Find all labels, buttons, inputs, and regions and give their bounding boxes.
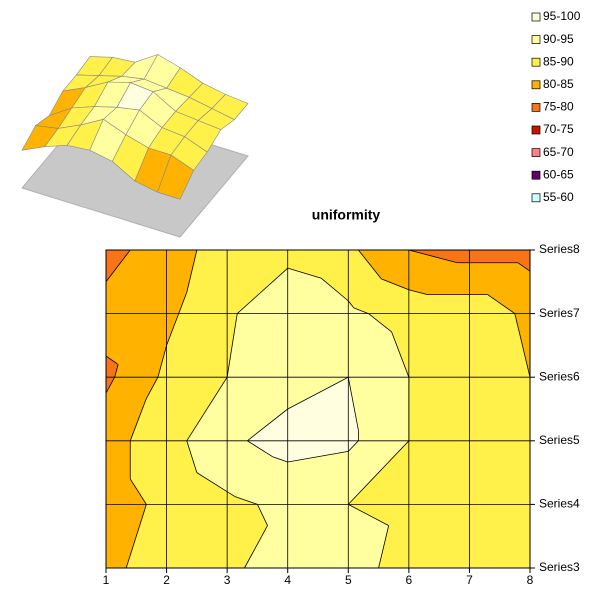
contour-line bbox=[378, 525, 390, 569]
x-tick-label: 4 bbox=[284, 573, 291, 587]
legend-swatch bbox=[531, 35, 541, 44]
contour-line bbox=[186, 376, 228, 442]
contour-line bbox=[368, 313, 392, 333]
contour-line bbox=[186, 249, 198, 293]
contour-line bbox=[348, 504, 389, 526]
legend-label: 80-85 bbox=[543, 77, 574, 91]
contour-line bbox=[114, 364, 119, 378]
contour-line bbox=[347, 440, 410, 505]
contour-line bbox=[287, 453, 337, 463]
contour-plot: 1 2 3 4 5 6 7 8 Series3 Series4 Series5 Series6 Seri… bbox=[103, 242, 580, 587]
legend-swatch bbox=[531, 125, 541, 135]
legend-label: 65-70 bbox=[543, 145, 574, 159]
contour-line bbox=[105, 377, 116, 394]
x-tick-label: 1 bbox=[103, 573, 110, 587]
contour-line bbox=[234, 496, 258, 505]
contour-line bbox=[236, 267, 288, 314]
contour-line bbox=[347, 440, 359, 452]
contour-line bbox=[408, 289, 428, 295]
x-tick-label: 3 bbox=[224, 573, 231, 587]
legend-swatch bbox=[531, 148, 541, 157]
contour-line bbox=[272, 456, 288, 463]
legend-label: 60-65 bbox=[543, 167, 574, 181]
x-tick-label: 7 bbox=[466, 573, 473, 587]
contour-line bbox=[257, 504, 268, 526]
series-label: Series6 bbox=[539, 369, 580, 383]
x-tick-label: 5 bbox=[345, 573, 352, 587]
contour-line bbox=[186, 440, 198, 473]
x-tick-label: 6 bbox=[406, 573, 413, 587]
contour-line bbox=[517, 326, 531, 378]
series-label: Series3 bbox=[539, 560, 580, 574]
plot-border bbox=[105, 249, 531, 569]
surface-3d bbox=[21, 53, 249, 200]
contour-line bbox=[226, 491, 235, 497]
surface-cell bbox=[157, 154, 194, 200]
legend-swatch bbox=[531, 103, 541, 112]
contour-line bbox=[244, 525, 268, 569]
contour-line bbox=[166, 313, 180, 346]
contour-line bbox=[247, 408, 288, 442]
contour-line bbox=[226, 313, 238, 378]
contour-line bbox=[358, 249, 382, 280]
contour-line bbox=[381, 278, 410, 291]
contour-line bbox=[178, 292, 188, 314]
contour-line bbox=[487, 294, 516, 314]
contour-line bbox=[408, 249, 458, 264]
contour-line bbox=[514, 313, 519, 327]
legend-label: 85-90 bbox=[543, 54, 574, 68]
contour-line bbox=[146, 377, 159, 399]
contour-line bbox=[125, 536, 137, 569]
contour-line bbox=[105, 355, 119, 365]
legend: 95-100 90-95 85-90 80-85 75-80 70-75 65-70 60-6… bbox=[531, 9, 581, 204]
legend-swatch bbox=[531, 170, 541, 180]
series-label: Series5 bbox=[539, 433, 580, 447]
contour-line bbox=[353, 307, 369, 314]
contour-line bbox=[247, 440, 273, 458]
legend-swatch bbox=[531, 193, 541, 203]
series-label: Series7 bbox=[539, 306, 580, 320]
legend-swatch bbox=[531, 80, 541, 90]
contour-line bbox=[157, 345, 167, 378]
legend-label: 55-60 bbox=[543, 190, 574, 204]
contour-line bbox=[287, 376, 349, 410]
contour-line bbox=[135, 504, 147, 537]
contour-line bbox=[105, 249, 131, 283]
legend-label: 95-100 bbox=[543, 9, 581, 23]
x-tick-label: 8 bbox=[527, 573, 534, 587]
contour-line bbox=[129, 398, 147, 441]
contour-line bbox=[129, 478, 147, 505]
legend-swatch bbox=[531, 57, 541, 67]
contour-line bbox=[347, 300, 355, 309]
contour-line bbox=[347, 377, 359, 431]
legend-label: 75-80 bbox=[543, 100, 574, 114]
x-tick-label: 2 bbox=[163, 573, 170, 587]
series-label: Series8 bbox=[539, 242, 580, 256]
contour-line bbox=[287, 267, 322, 279]
chart-title: uniformity bbox=[312, 207, 381, 223]
legend-swatch bbox=[531, 12, 541, 22]
contour-line bbox=[196, 472, 228, 493]
contour-line bbox=[336, 451, 349, 454]
legend-label: 70-75 bbox=[543, 122, 574, 136]
contour-line bbox=[321, 277, 349, 302]
contour-line bbox=[517, 262, 531, 272]
legend-label: 90-95 bbox=[543, 32, 574, 46]
contour-line bbox=[391, 331, 410, 378]
series-label: Series4 bbox=[539, 497, 580, 511]
